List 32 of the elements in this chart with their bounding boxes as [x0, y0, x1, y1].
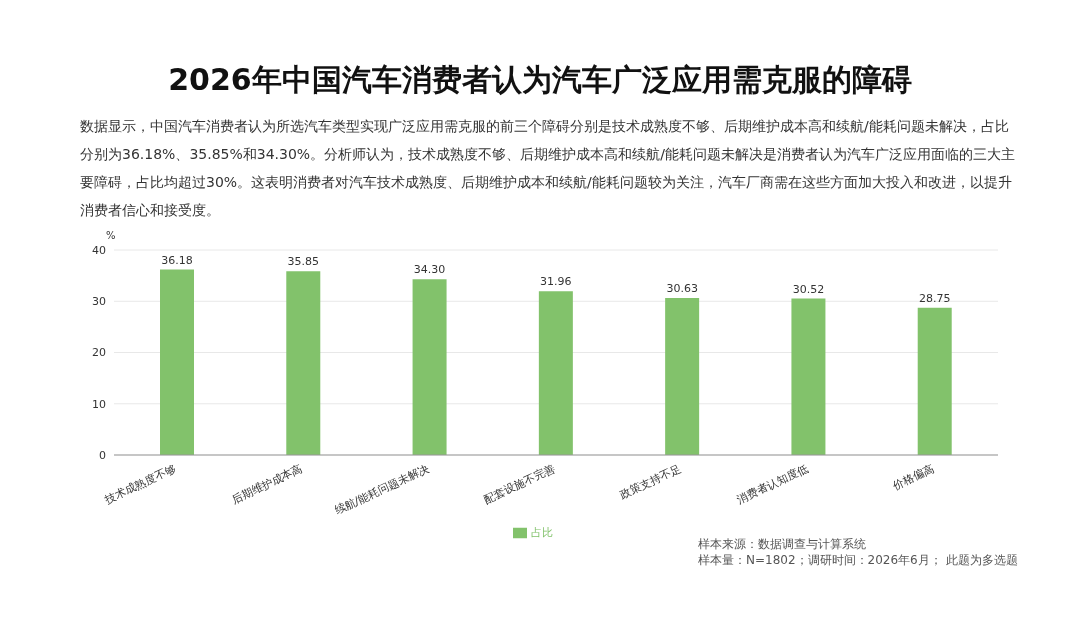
data-label: 30.63	[666, 282, 698, 296]
x-tick-label: 技术成熟度不够	[102, 461, 179, 507]
bar	[917, 307, 952, 455]
data-label: 34.30	[413, 263, 446, 277]
data-label: 28.75	[918, 291, 951, 305]
y-tick-label: 0	[99, 448, 106, 462]
text: 样本量：N=1802；调研时间：2026年6月； 此题为多选题	[698, 552, 1018, 568]
x-tick-label: 配套设施不完善	[481, 461, 558, 507]
bar	[665, 298, 700, 455]
bar	[538, 291, 573, 455]
bar	[412, 279, 447, 455]
data-label: 36.18	[161, 253, 193, 267]
y-tick-label: 10	[92, 397, 106, 411]
y-tick-label: 40	[92, 243, 106, 257]
x-tick-label: 政策支持不足	[618, 461, 684, 502]
x-tick-label: 消费者认知度低	[734, 461, 810, 507]
x-tick-label: 后期维护成本高	[229, 461, 305, 507]
y-axis-title: %	[106, 230, 116, 241]
legend-label: 占比	[531, 526, 553, 539]
data-label: 31.96	[540, 275, 572, 289]
y-tick-label: 30	[92, 295, 106, 309]
bar	[791, 298, 826, 455]
bar	[286, 271, 321, 455]
chart-title: 2026年中国汽车消费者认为汽车广泛应用需克服的障碍	[167, 61, 913, 99]
chart-subtitle: 数据显示，中国汽车消费者认为所选汽车类型实现广泛应用需克服的前三个障碍分别是技术成熟度不够、后期维护成本高和续航/能耗问题未解决，占比分别为36.18%、35.85%和34.30%。分析师认为，技术成熟度不够、后期维护成本高和续航/能耗问题未解决是消费者认为汽车广泛应用面临的三大主要障碍，占比均超过30%。这表明消费者对汽车技术成熟度、后期维护成本和续航/能耗问题较为关注，汽车厂商需在这些方面加大投入和改进，以提升消费者信心和接受度。	[80, 117, 1016, 220]
x-tick-label: 价格偏高	[889, 461, 937, 493]
text: 样本来源：数据调查与计算系统	[698, 536, 867, 552]
y-tick-label: 20	[92, 346, 106, 360]
bar	[160, 269, 194, 455]
data-label: 35.85	[287, 255, 320, 269]
x-tick-label: 续航/能耗问题未解决	[332, 461, 431, 518]
data-label: 30.52	[792, 282, 825, 296]
